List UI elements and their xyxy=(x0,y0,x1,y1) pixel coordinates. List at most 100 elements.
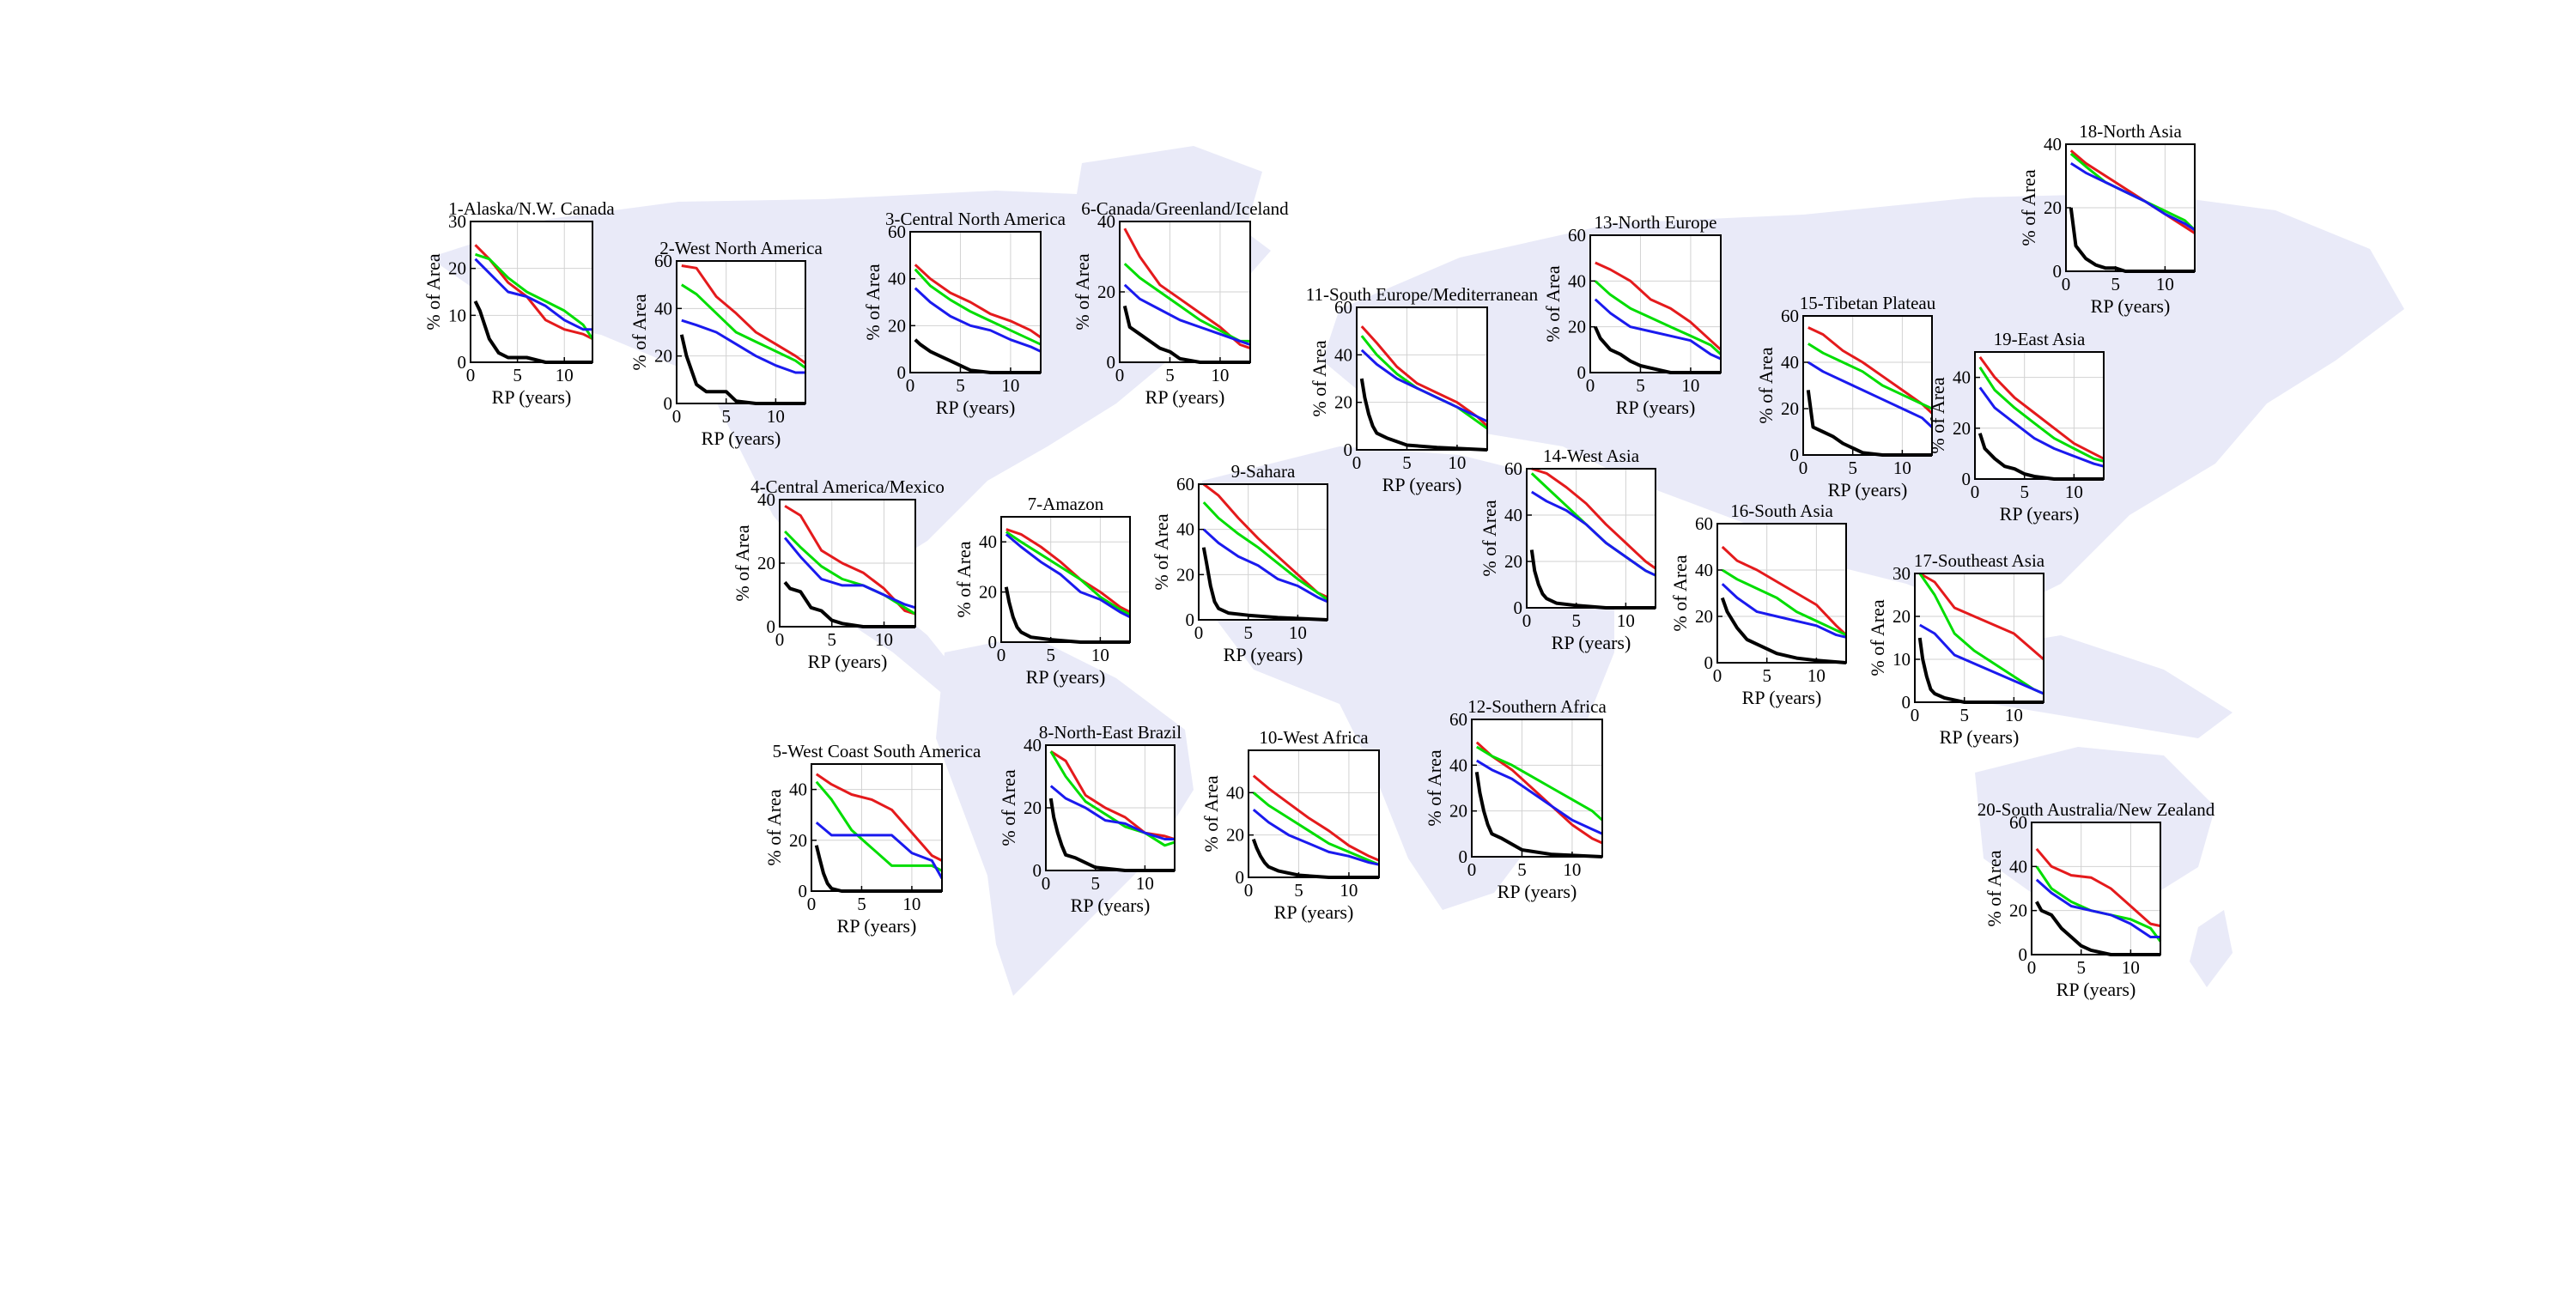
x-tick-label: 0 xyxy=(1467,859,1477,880)
y-tick-label: 0 xyxy=(1107,352,1116,373)
x-axis-label: RP (years) xyxy=(808,651,888,672)
chart-title: 10-West Africa xyxy=(1259,727,1369,748)
series-line-3 xyxy=(1531,490,1656,577)
series-line-1 xyxy=(1919,572,2044,661)
y-tick-label: 20 xyxy=(757,553,775,573)
chart-title: 1-Alaska/N.W. Canada xyxy=(448,198,615,219)
x-tick-label: 5 xyxy=(513,365,522,385)
chart-panel-2: 0 5 10 0 20 40 602-West North America RP (years… xyxy=(629,238,823,449)
plot-border xyxy=(909,231,1042,373)
chart-title: 11-South Europe/Mediterranean xyxy=(1306,284,1539,305)
series-line-3 xyxy=(1252,808,1380,866)
chart-panel-13: 0 5 10 0 20 40 60 13-North Europe RP (years) % of… xyxy=(1542,212,1722,418)
chart-panel-19: 0 5 10 0 20 40 19-East Asia RP (years) % of Area xyxy=(1927,329,2105,525)
plot-area xyxy=(1589,234,1722,373)
y-tick-label: 40 xyxy=(1334,344,1352,365)
y-tick-label: 60 xyxy=(2009,812,2027,833)
series-line-2 xyxy=(1722,568,1847,636)
y-tick-label: 30 xyxy=(1893,563,1911,584)
y-axis-label: % of Area xyxy=(1072,253,1093,330)
y-tick-label: 60 xyxy=(1334,297,1352,318)
series-line-4 xyxy=(1359,378,1488,452)
series-line-2 xyxy=(1005,531,1131,616)
x-tick-label: 5 xyxy=(1636,375,1645,396)
plot-area xyxy=(676,260,806,404)
y-tick-label: 40 xyxy=(979,531,997,552)
y-tick-label: 40 xyxy=(789,779,807,800)
x-tick-label: 0 xyxy=(1244,880,1254,901)
y-axis-label: % of Area xyxy=(1309,340,1330,416)
series-line-1 xyxy=(1721,545,1848,636)
chart-title: 16-South Asia xyxy=(1730,500,1833,521)
y-axis-label: % of Area xyxy=(732,525,753,601)
series-line-1 xyxy=(1123,227,1251,350)
x-tick-label: 5 xyxy=(1762,665,1771,686)
y-tick-label: 20 xyxy=(1953,418,1971,439)
x-tick-label: 10 xyxy=(2156,274,2174,294)
series-line-3 xyxy=(815,821,944,879)
y-tick-label: 0 xyxy=(1344,440,1353,460)
plot-area xyxy=(1716,523,1847,664)
y-tick-label: 20 xyxy=(1226,825,1244,846)
y-axis-label: % of Area xyxy=(1424,749,1445,826)
y-axis-label: % of Area xyxy=(953,541,975,617)
chart-title: 9-Sahara xyxy=(1231,461,1296,482)
plot-border xyxy=(1974,351,2105,480)
series-line-2 xyxy=(1978,366,2105,463)
x-axis-label: RP (years) xyxy=(2057,979,2136,1000)
x-tick-label: 0 xyxy=(1115,365,1125,385)
y-tick-label: 60 xyxy=(888,221,906,242)
x-tick-label: 0 xyxy=(672,406,682,427)
series-line-2 xyxy=(1252,792,1380,866)
y-tick-label: 20 xyxy=(1695,606,1713,627)
y-tick-label: 20 xyxy=(1024,798,1042,818)
y-tick-label: 10 xyxy=(1893,649,1911,670)
chart-title: 5-West Coast South America xyxy=(773,741,981,761)
plot-border xyxy=(470,221,593,363)
series-line-1 xyxy=(1049,750,1176,840)
chart-title: 19-East Asia xyxy=(1994,329,2086,349)
y-tick-label: 40 xyxy=(1176,519,1194,540)
x-tick-label: 5 xyxy=(1959,705,1969,725)
y-tick-label: 60 xyxy=(1695,513,1713,534)
x-tick-label: 5 xyxy=(828,629,837,650)
x-axis-label: RP (years) xyxy=(1224,644,1303,665)
y-tick-label: 0 xyxy=(2053,261,2063,282)
y-tick-label: 0 xyxy=(1790,445,1800,465)
series-line-2 xyxy=(784,530,916,616)
series-line-3 xyxy=(1049,785,1175,840)
y-axis-label: % of Area xyxy=(1151,513,1172,590)
series-line-1 xyxy=(1005,528,1131,614)
y-axis-label: % of Area xyxy=(1542,265,1564,342)
series-line-3 xyxy=(1919,623,2044,695)
series-line-3 xyxy=(1978,386,2105,468)
chart-title: 13-North Europe xyxy=(1595,212,1717,233)
x-tick-label: 10 xyxy=(1617,610,1635,631)
y-tick-label: 40 xyxy=(2009,856,2027,876)
plot-border xyxy=(2031,822,2161,955)
y-tick-label: 20 xyxy=(789,830,807,851)
y-axis-label: % of Area xyxy=(1669,555,1691,631)
x-tick-label: 0 xyxy=(1713,665,1722,686)
x-axis-label: RP (years) xyxy=(1382,474,1462,495)
plot-border xyxy=(1802,315,1933,456)
y-tick-label: 0 xyxy=(1514,597,1523,618)
series-line-2 xyxy=(914,268,1042,346)
x-axis-label: RP (years) xyxy=(1552,632,1631,653)
y-tick-label: 40 xyxy=(1226,782,1244,803)
x-tick-label: 10 xyxy=(1340,880,1358,901)
y-axis-label: % of Area xyxy=(862,264,884,340)
chart-title: 7-Amazon xyxy=(1028,494,1104,514)
y-axis-label: % of Area xyxy=(998,769,1019,846)
x-tick-label: 5 xyxy=(956,375,965,396)
series-line-1 xyxy=(1978,356,2105,460)
series-line-1 xyxy=(1531,467,1656,570)
x-tick-label: 5 xyxy=(1517,859,1527,880)
y-axis-label: % of Area xyxy=(1984,850,2005,926)
x-tick-label: 10 xyxy=(1807,665,1826,686)
series-line-2 xyxy=(680,283,806,369)
series-line-3 xyxy=(1360,349,1488,423)
